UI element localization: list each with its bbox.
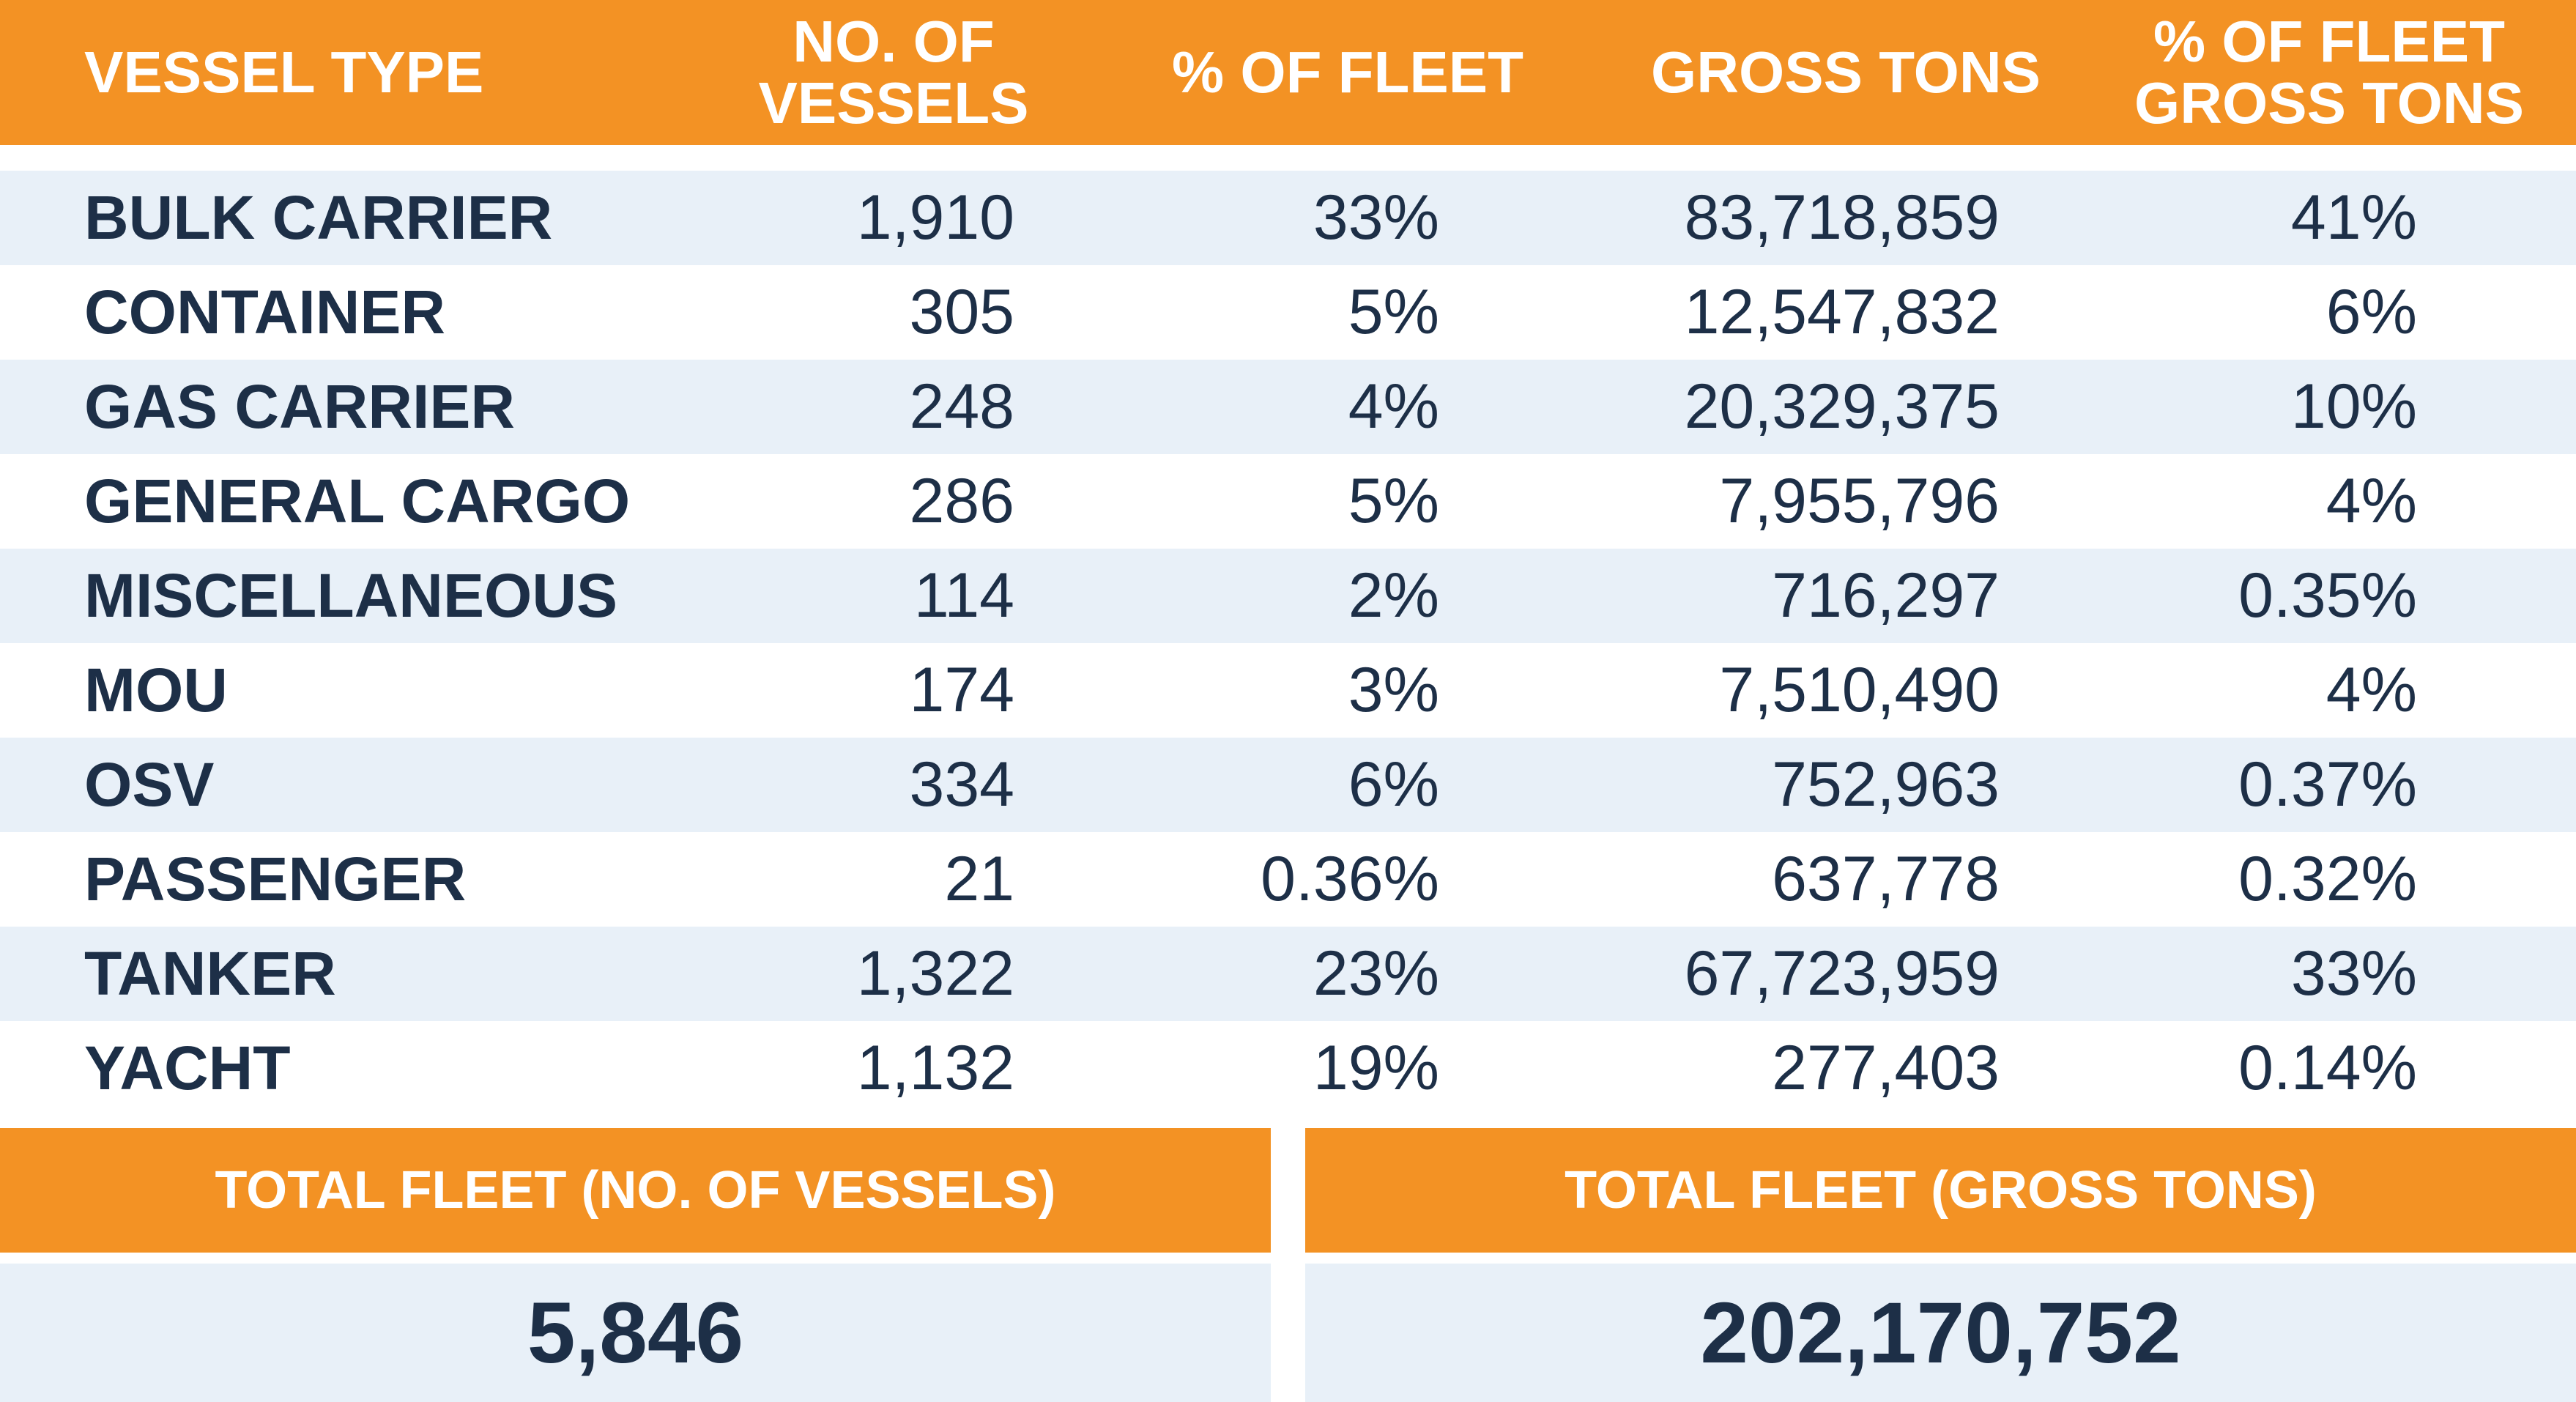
no-of-vessels-cell: 334 bbox=[909, 749, 1015, 820]
gross-tons-cell: 20,329,375 bbox=[1684, 371, 2000, 442]
percent-of-fleet-cell: 33% bbox=[1313, 182, 1439, 253]
percent-of-fleet-cell: 23% bbox=[1313, 938, 1439, 1009]
percent-of-fleet-gross-tons-cell: 6% bbox=[2326, 277, 2417, 347]
gross-tons-cell: 7,955,796 bbox=[1719, 466, 2000, 536]
no-of-vessels-cell: 248 bbox=[909, 371, 1015, 442]
no-of-vessels-cell: 174 bbox=[909, 655, 1015, 725]
percent-of-fleet-cell: 4% bbox=[1348, 371, 1439, 442]
column-header-gross-tons: GROSS TONS bbox=[1651, 40, 2041, 105]
no-of-vessels-cell: 286 bbox=[909, 466, 1015, 536]
gross-tons-cell: 67,723,959 bbox=[1684, 938, 2000, 1009]
total-fleet-vessels-value: 5,846 bbox=[0, 1264, 1271, 1402]
table-row: CONTAINER 305 5% 12,547,832 6% bbox=[0, 265, 2576, 360]
percent-of-fleet-cell: 19% bbox=[1313, 1033, 1439, 1103]
percent-of-fleet-gross-tons-cell: 4% bbox=[2326, 655, 2417, 725]
vessel-type-cell: MOU bbox=[84, 656, 228, 724]
percent-of-fleet-cell: 6% bbox=[1348, 749, 1439, 820]
gross-tons-cell: 716,297 bbox=[1772, 560, 2000, 631]
no-of-vessels-cell: 1,322 bbox=[856, 938, 1014, 1009]
percent-of-fleet-gross-tons-cell: 0.32% bbox=[2238, 844, 2417, 914]
gross-tons-cell: 637,778 bbox=[1772, 844, 2000, 914]
vessel-type-cell: PASSENGER bbox=[84, 845, 467, 913]
table-row: TANKER 1,322 23% 67,723,959 33% bbox=[0, 927, 2576, 1021]
percent-of-fleet-cell: 5% bbox=[1348, 466, 1439, 536]
gross-tons-cell: 752,963 bbox=[1772, 749, 2000, 820]
column-header-percent-of-fleet-gross-tons: % OF FLEET GROSS TONS bbox=[2134, 9, 2524, 136]
vessel-type-cell: OSV bbox=[84, 750, 215, 819]
gross-tons-cell: 12,547,832 bbox=[1684, 277, 2000, 347]
total-fleet-gross-tons-value: 202,170,752 bbox=[1305, 1264, 2576, 1402]
percent-of-fleet-gross-tons-cell: 41% bbox=[2290, 182, 2417, 253]
total-fleet-vessels-label: TOTAL FLEET (NO. OF VESSELS) bbox=[0, 1128, 1271, 1253]
percent-of-fleet-gross-tons-cell: 33% bbox=[2290, 938, 2417, 1009]
percent-of-fleet-cell: 3% bbox=[1348, 655, 1439, 725]
no-of-vessels-cell: 1,910 bbox=[856, 182, 1014, 253]
percent-of-fleet-cell: 0.36% bbox=[1261, 844, 1439, 914]
table-row: BULK CARRIER 1,910 33% 83,718,859 41% bbox=[0, 171, 2576, 265]
vessel-type-cell: YACHT bbox=[84, 1034, 291, 1102]
table-row: PASSENGER 21 0.36% 637,778 0.32% bbox=[0, 832, 2576, 927]
column-header-percent-of-fleet: % OF FLEET bbox=[1172, 40, 1523, 105]
percent-of-fleet-gross-tons-cell: 0.37% bbox=[2238, 749, 2417, 820]
no-of-vessels-cell: 1,132 bbox=[856, 1033, 1014, 1103]
table-header: VESSEL TYPE NO. OF VESSELS % OF FLEET GR… bbox=[0, 0, 2576, 145]
vessel-type-cell: GAS CARRIER bbox=[84, 372, 516, 441]
vessel-type-cell: MISCELLANEOUS bbox=[84, 561, 618, 630]
column-header-vessel-type: VESSEL TYPE bbox=[84, 40, 484, 105]
total-fleet-gross-tons-label: TOTAL FLEET (GROSS TONS) bbox=[1305, 1128, 2576, 1253]
table-row: OSV 334 6% 752,963 0.37% bbox=[0, 738, 2576, 832]
table-body: BULK CARRIER 1,910 33% 83,718,859 41% CO… bbox=[0, 171, 2576, 1116]
gross-tons-cell: 7,510,490 bbox=[1719, 655, 2000, 725]
percent-of-fleet-gross-tons-cell: 10% bbox=[2290, 371, 2417, 442]
no-of-vessels-cell: 305 bbox=[909, 277, 1015, 347]
table-row: GAS CARRIER 248 4% 20,329,375 10% bbox=[0, 360, 2576, 454]
vessel-type-cell: CONTAINER bbox=[84, 278, 446, 346]
table-row: MOU 174 3% 7,510,490 4% bbox=[0, 643, 2576, 738]
vessel-type-cell: GENERAL CARGO bbox=[84, 467, 631, 535]
column-header-no-of-vessels: NO. OF VESSELS bbox=[758, 9, 1029, 136]
percent-of-fleet-cell: 5% bbox=[1348, 277, 1439, 347]
vessel-type-cell: TANKER bbox=[84, 939, 336, 1008]
table-row: MISCELLANEOUS 114 2% 716,297 0.35% bbox=[0, 549, 2576, 643]
table-row: YACHT 1,132 19% 277,403 0.14% bbox=[0, 1021, 2576, 1116]
percent-of-fleet-gross-tons-cell: 0.14% bbox=[2238, 1033, 2417, 1103]
vessel-type-cell: BULK CARRIER bbox=[84, 183, 553, 252]
percent-of-fleet-gross-tons-cell: 4% bbox=[2326, 466, 2417, 536]
no-of-vessels-cell: 21 bbox=[944, 844, 1014, 914]
gross-tons-cell: 83,718,859 bbox=[1684, 182, 2000, 253]
table-row: GENERAL CARGO 286 5% 7,955,796 4% bbox=[0, 454, 2576, 549]
percent-of-fleet-cell: 2% bbox=[1348, 560, 1439, 631]
gross-tons-cell: 277,403 bbox=[1772, 1033, 2000, 1103]
no-of-vessels-cell: 114 bbox=[913, 560, 1014, 631]
percent-of-fleet-gross-tons-cell: 0.35% bbox=[2238, 560, 2417, 631]
